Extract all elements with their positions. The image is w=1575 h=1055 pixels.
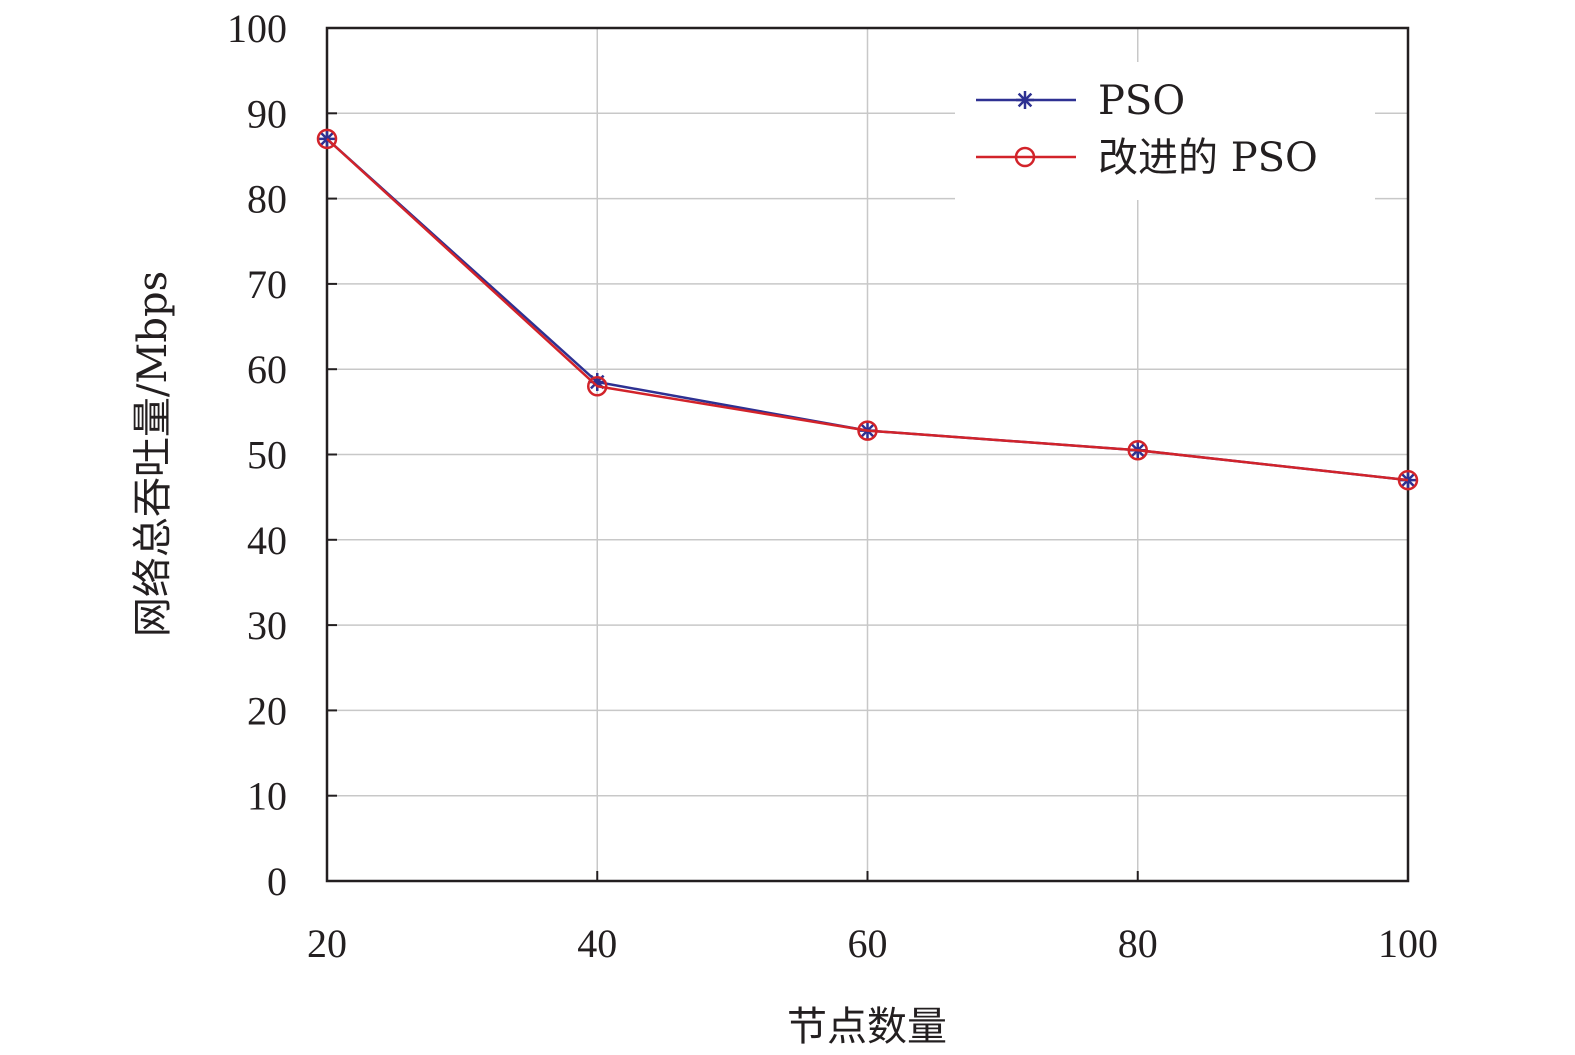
y-tick-label: 70 — [247, 262, 287, 307]
legend: PSO 改进的 PSO — [955, 62, 1375, 200]
data-point — [316, 128, 338, 150]
legend-marker — [1014, 146, 1036, 168]
y-tick-label: 90 — [247, 91, 287, 136]
x-tick-label: 20 — [307, 921, 347, 966]
axis-ticks — [326, 27, 1409, 882]
data-point — [587, 376, 608, 397]
y-tick-label: 30 — [247, 603, 287, 648]
y-tick-label: 80 — [247, 177, 287, 222]
series-layer — [316, 128, 1419, 491]
data-point — [1397, 469, 1419, 491]
y-tick-label: 60 — [247, 347, 287, 392]
y-tick-label: 40 — [247, 518, 287, 563]
legend-label: 改进的 PSO — [1098, 135, 1318, 181]
x-tick-labels: 20 40 60 80 100 — [307, 921, 1438, 966]
y-tick-labels: 0 10 20 30 40 50 60 70 80 90 100 — [227, 6, 287, 904]
series-2 — [316, 128, 1419, 491]
x-axis-title: 节点数量 — [787, 1004, 947, 1050]
y-tick-label: 50 — [247, 433, 287, 478]
legend-item: PSO — [976, 78, 1185, 124]
data-point — [857, 420, 878, 441]
y-tick-label: 10 — [247, 774, 287, 819]
legend-box — [955, 62, 1375, 200]
y-axis-title: 网络总吞吐量/Mbps — [130, 271, 176, 637]
x-tick-label: 100 — [1378, 921, 1438, 966]
y-tick-label: 100 — [227, 6, 287, 51]
legend-item: 改进的 PSO — [976, 135, 1318, 181]
y-tick-label: 20 — [247, 688, 287, 733]
series-line — [326, 137, 1409, 482]
legend-marker — [1016, 91, 1034, 109]
x-tick-label: 40 — [577, 921, 617, 966]
x-tick-label: 80 — [1118, 921, 1158, 966]
data-point — [1127, 439, 1148, 461]
legend-label: PSO — [1098, 78, 1185, 124]
x-tick-label: 60 — [848, 921, 888, 966]
y-tick-label: 0 — [267, 859, 287, 904]
